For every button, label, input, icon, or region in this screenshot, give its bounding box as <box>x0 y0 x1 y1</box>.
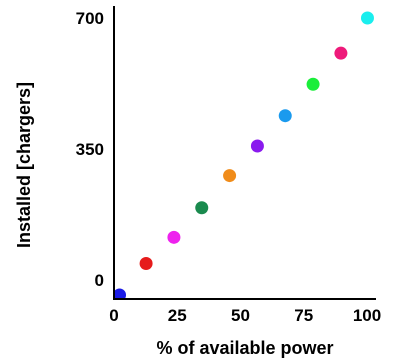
data-point-8 <box>306 77 320 91</box>
data-points <box>114 11 374 300</box>
x-tick-labels: 0 25 50 75 100 <box>109 306 381 325</box>
data-point-2 <box>139 257 153 271</box>
y-tick-label-0: 0 <box>95 271 104 290</box>
x-tick-label-100: 100 <box>353 306 381 325</box>
x-axis-title: % of available power <box>156 338 333 358</box>
y-tick-labels: 0 350 700 <box>76 9 104 290</box>
data-point-6 <box>250 139 264 153</box>
y-tick-label-700: 700 <box>76 9 104 28</box>
data-point-4 <box>195 201 209 215</box>
data-point-10 <box>360 11 374 25</box>
data-point-7 <box>278 109 292 123</box>
data-point-5 <box>223 169 237 183</box>
x-tick-label-25: 25 <box>168 306 187 325</box>
x-tick-label-0: 0 <box>109 306 118 325</box>
y-axis-title: Installed [chargers] <box>14 82 34 248</box>
data-point-3 <box>167 230 181 244</box>
x-tick-label-75: 75 <box>294 306 313 325</box>
data-point-9 <box>334 46 348 60</box>
y-tick-label-350: 350 <box>76 140 104 159</box>
x-tick-label-50: 50 <box>231 306 250 325</box>
data-point-1 <box>114 288 127 300</box>
